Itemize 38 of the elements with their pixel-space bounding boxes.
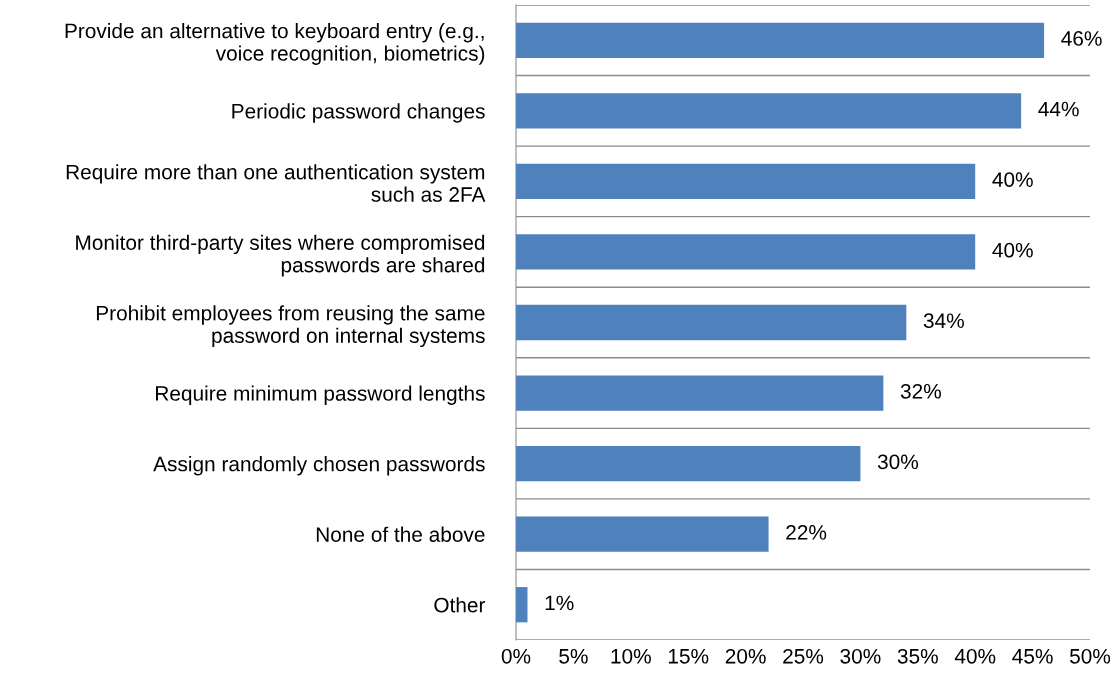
x-tick-label: 20% <box>725 648 766 664</box>
data-label: 40% <box>992 242 1033 258</box>
bar <box>516 234 976 270</box>
bar <box>516 22 1045 58</box>
y-tick-label: Other <box>434 597 486 613</box>
bar <box>516 587 528 623</box>
y-tick-label: Monitor third-party sites where compromised passwords are shared <box>76 234 485 277</box>
bar <box>516 375 884 411</box>
data-label: 22% <box>786 525 827 540</box>
x-tick-label: 35% <box>897 648 938 664</box>
x-tick-label: 5% <box>559 648 588 664</box>
data-label: 34% <box>923 313 964 329</box>
x-tick-label: 50% <box>1069 648 1111 664</box>
data-label: 32% <box>900 383 941 399</box>
y-tick-label: Periodic password changes <box>232 103 485 123</box>
x-tick-label: 45% <box>1012 648 1053 664</box>
data-label: 1% <box>545 595 574 611</box>
y-tick-label: None of the above <box>316 526 485 542</box>
y-tick-label: Require more than one authentication system such as 2FA <box>66 164 486 202</box>
data-label: 40% <box>992 172 1033 187</box>
bar <box>516 445 861 482</box>
y-tick-label: Assign randomly chosen passwords <box>153 456 485 476</box>
x-tick-label: 10% <box>611 648 651 664</box>
bar <box>516 304 907 341</box>
x-tick-label: 25% <box>783 648 824 664</box>
y-tick-label: Provide an alternative to keyboard entry (e.g., voice recognition, biometrics) <box>65 23 485 65</box>
y-tick-label: Require minimum password lengths <box>156 385 485 405</box>
x-tick-label: 30% <box>840 648 881 664</box>
y-tick-label: Prohibit employees from reusing the same password on internal systems <box>96 305 485 348</box>
x-tick-label: 0% <box>501 648 531 664</box>
data-label: 30% <box>877 454 919 470</box>
bar <box>516 93 1022 129</box>
data-label: 46% <box>1061 31 1102 46</box>
x-tick-label: 15% <box>668 648 709 664</box>
x-tick-label: 40% <box>954 648 996 664</box>
bar <box>516 163 976 200</box>
data-label: 44% <box>1038 101 1079 117</box>
bar <box>516 516 769 552</box>
